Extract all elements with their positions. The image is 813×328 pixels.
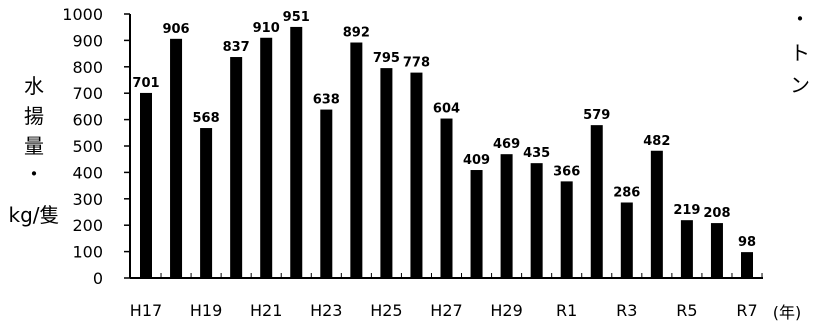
data-label-H27: 604 xyxy=(433,102,460,117)
bar-H28 xyxy=(470,170,483,278)
bar-H30 xyxy=(530,163,543,278)
x-tick-label-H23: H23 xyxy=(310,301,342,320)
bar-H24 xyxy=(350,42,363,279)
data-label-H18: 906 xyxy=(162,22,189,37)
data-label-H17: 701 xyxy=(132,76,159,91)
bar-H27 xyxy=(440,118,453,278)
bar-H20 xyxy=(230,57,243,279)
y-tick-label: 400 xyxy=(72,163,103,182)
data-label-R3: 286 xyxy=(613,185,640,200)
y-label-char-3: 量 xyxy=(24,134,44,158)
data-label-H20: 837 xyxy=(223,40,250,55)
data-label-R7: 98 xyxy=(738,235,756,250)
data-label-H28: 409 xyxy=(463,153,490,168)
y-axis-label-right: ・ ト ン xyxy=(790,7,810,97)
data-label-H25: 795 xyxy=(373,51,400,66)
y-tick-label: 900 xyxy=(72,31,103,50)
data-label-H30: 435 xyxy=(523,146,550,161)
data-label-H29: 469 xyxy=(493,137,520,152)
x-tick-label-R1: R1 xyxy=(556,301,577,320)
y-label-char-4: ・ xyxy=(24,162,44,186)
data-label-R5: 219 xyxy=(673,203,700,218)
x-tick-labels: H17 H19 H21 H23 H25 H27 H29 R1 R3 R5 R7 (年) xyxy=(130,301,801,322)
bar-H21 xyxy=(260,37,273,279)
bar-R3 xyxy=(620,202,633,278)
bar-H19 xyxy=(200,128,213,278)
bar-H26 xyxy=(410,72,423,278)
y-tick-label: 800 xyxy=(72,58,103,77)
data-label-R4: 482 xyxy=(643,134,670,149)
data-label-R2: 579 xyxy=(583,108,610,123)
bar-H18 xyxy=(170,38,183,278)
bar-R5 xyxy=(680,220,693,278)
data-label-H26: 778 xyxy=(403,56,430,71)
y-tick-label: 0 xyxy=(93,269,103,288)
bar-R2 xyxy=(590,125,603,278)
x-tick-label-H19: H19 xyxy=(190,301,222,320)
data-label-H24: 892 xyxy=(343,26,370,41)
data-label-R1: 366 xyxy=(553,164,580,179)
data-label-R6: 208 xyxy=(703,206,730,221)
bar-R6 xyxy=(710,223,723,278)
y-tick-label: 300 xyxy=(72,190,103,209)
x-tick-label-R3: R3 xyxy=(616,301,637,320)
y-tick-label: 200 xyxy=(72,216,103,235)
y-label-right-char-1: ・ xyxy=(790,7,810,31)
data-label-H19: 568 xyxy=(193,111,220,126)
y-label-right-char-2: ト xyxy=(790,41,810,65)
x-tick-label-R5: R5 xyxy=(676,301,697,320)
bar-H22 xyxy=(290,26,303,278)
x-tick-label-H25: H25 xyxy=(370,301,402,320)
x-axis-unit-label: (年) xyxy=(773,303,802,322)
data-label-H22: 951 xyxy=(283,10,310,25)
data-label-H23: 638 xyxy=(313,93,340,108)
x-tick-label-R7: R7 xyxy=(736,301,757,320)
y-label-char-2: 揚 xyxy=(24,104,44,128)
y-label-right-char-3: ン xyxy=(790,73,810,97)
x-tick-label-H17: H17 xyxy=(130,301,162,320)
y-tick-label: 500 xyxy=(72,137,103,156)
y-tick-labels: 0 100 200 300 400 500 600 700 800 900 1000 xyxy=(62,5,103,288)
x-tick-label-H27: H27 xyxy=(430,301,462,320)
data-label-H21: 910 xyxy=(253,21,280,36)
bar-H23 xyxy=(320,109,333,279)
bar-R4 xyxy=(650,150,663,278)
bar-R1 xyxy=(560,181,573,278)
y-tick-label: 600 xyxy=(72,111,103,130)
bar-R7 xyxy=(741,252,753,278)
y-tick-label: 100 xyxy=(72,243,103,262)
x-tick-label-H29: H29 xyxy=(490,301,522,320)
y-label-char-5: kg/隻 xyxy=(8,203,59,227)
bar-H17 xyxy=(140,92,152,278)
y-tick-label: 1000 xyxy=(62,5,103,24)
x-tick-label-H21: H21 xyxy=(250,301,282,320)
y-label-char-1: 水 xyxy=(24,74,44,98)
bars xyxy=(140,26,753,279)
bar-H25 xyxy=(380,68,393,279)
bar-H29 xyxy=(500,154,513,278)
y-axis-label-left: 水 揚 量 ・ kg/隻 xyxy=(8,74,59,227)
y-tick-label: 700 xyxy=(72,84,103,103)
